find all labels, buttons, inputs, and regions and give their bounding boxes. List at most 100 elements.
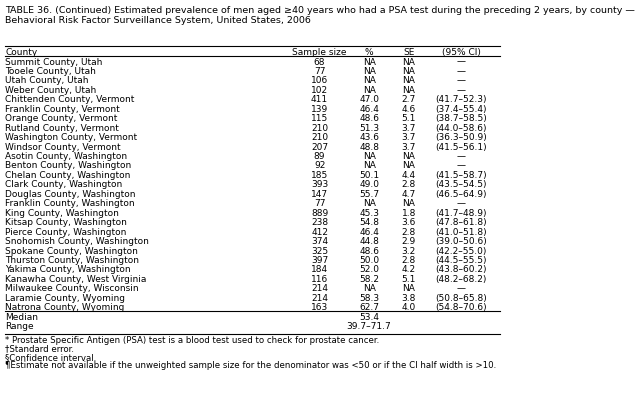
Text: (43.5–54.5): (43.5–54.5): [435, 180, 487, 189]
Text: NA: NA: [363, 284, 376, 293]
Text: —: —: [457, 199, 466, 208]
Text: Pierce County, Washington: Pierce County, Washington: [5, 227, 126, 237]
Text: 214: 214: [311, 284, 328, 293]
Text: NA: NA: [403, 152, 415, 161]
Text: 53.4: 53.4: [359, 313, 379, 322]
Text: Natrona County, Wyoming: Natrona County, Wyoming: [5, 303, 124, 312]
Text: (43.8–60.2): (43.8–60.2): [435, 266, 487, 274]
Text: NA: NA: [403, 162, 415, 170]
Text: * Prostate Specific Antigen (PSA) test is a blood test used to check for prostat: * Prostate Specific Antigen (PSA) test i…: [5, 336, 379, 345]
Text: Laramie County, Wyoming: Laramie County, Wyoming: [5, 294, 125, 303]
Text: (41.5–56.1): (41.5–56.1): [435, 143, 487, 152]
Text: (44.5–55.5): (44.5–55.5): [435, 256, 487, 265]
Text: (41.7–52.3): (41.7–52.3): [435, 95, 487, 104]
Text: Median: Median: [5, 313, 38, 322]
Text: TABLE 36. (Continued) Estimated prevalence of men aged ≥40 years who had a PSA t: TABLE 36. (Continued) Estimated prevalen…: [5, 6, 635, 25]
Text: 139: 139: [311, 105, 328, 114]
Text: NA: NA: [403, 67, 415, 76]
Text: Washington County, Vermont: Washington County, Vermont: [5, 133, 137, 142]
Text: 163: 163: [311, 303, 328, 312]
Text: Benton County, Washington: Benton County, Washington: [5, 162, 131, 170]
Text: —: —: [457, 284, 466, 293]
Text: Clark County, Washington: Clark County, Washington: [5, 180, 122, 189]
Text: NA: NA: [363, 162, 376, 170]
Text: 147: 147: [311, 190, 328, 199]
Text: 77: 77: [314, 67, 326, 76]
Text: 50.1: 50.1: [359, 171, 379, 180]
Text: NA: NA: [363, 58, 376, 67]
Text: (48.2–68.2): (48.2–68.2): [436, 275, 487, 284]
Text: County: County: [5, 48, 37, 57]
Text: 2.8: 2.8: [402, 227, 416, 237]
Text: NA: NA: [403, 199, 415, 208]
Text: Chittenden County, Vermont: Chittenden County, Vermont: [5, 95, 135, 104]
Text: —: —: [457, 77, 466, 85]
Text: 44.8: 44.8: [359, 237, 379, 246]
Text: 39.7–71.7: 39.7–71.7: [347, 322, 392, 331]
Text: †Standard error.: †Standard error.: [5, 345, 74, 354]
Text: NA: NA: [403, 77, 415, 85]
Text: 92: 92: [314, 162, 325, 170]
Text: (36.3–50.9): (36.3–50.9): [435, 133, 487, 142]
Text: —: —: [457, 86, 466, 95]
Text: 2.8: 2.8: [402, 256, 416, 265]
Text: 50.0: 50.0: [359, 256, 379, 265]
Text: 325: 325: [311, 247, 328, 256]
Text: Tooele County, Utah: Tooele County, Utah: [5, 67, 96, 76]
Text: (54.8–70.6): (54.8–70.6): [435, 303, 487, 312]
Text: 3.8: 3.8: [401, 294, 416, 303]
Text: Milwaukee County, Wisconsin: Milwaukee County, Wisconsin: [5, 284, 138, 293]
Text: %: %: [365, 48, 374, 57]
Text: NA: NA: [363, 199, 376, 208]
Text: Franklin County, Washington: Franklin County, Washington: [5, 199, 135, 208]
Text: 4.2: 4.2: [402, 266, 416, 274]
Text: Chelan County, Washington: Chelan County, Washington: [5, 171, 130, 180]
Text: Summit County, Utah: Summit County, Utah: [5, 58, 103, 67]
Text: (39.0–50.6): (39.0–50.6): [435, 237, 487, 246]
Text: 51.3: 51.3: [359, 124, 379, 133]
Text: 3.7: 3.7: [401, 143, 416, 152]
Text: 58.2: 58.2: [359, 275, 379, 284]
Text: 889: 889: [311, 209, 328, 218]
Text: 210: 210: [311, 124, 328, 133]
Text: 4.4: 4.4: [402, 171, 416, 180]
Text: 48.8: 48.8: [359, 143, 379, 152]
Text: 185: 185: [311, 171, 328, 180]
Text: 47.0: 47.0: [359, 95, 379, 104]
Text: Franklin County, Vermont: Franklin County, Vermont: [5, 105, 120, 114]
Text: §Confidence interval.: §Confidence interval.: [5, 353, 96, 362]
Text: 238: 238: [311, 218, 328, 227]
Text: SE: SE: [403, 48, 415, 57]
Text: 3.6: 3.6: [401, 218, 416, 227]
Text: Range: Range: [5, 322, 34, 331]
Text: Kitsap County, Washington: Kitsap County, Washington: [5, 218, 127, 227]
Text: Thurston County, Washington: Thurston County, Washington: [5, 256, 139, 265]
Text: 62.7: 62.7: [359, 303, 379, 312]
Text: (47.8–61.8): (47.8–61.8): [435, 218, 487, 227]
Text: 52.0: 52.0: [359, 266, 379, 274]
Text: Sample size: Sample size: [292, 48, 347, 57]
Text: Douglas County, Washington: Douglas County, Washington: [5, 190, 135, 199]
Text: (41.5–58.7): (41.5–58.7): [435, 171, 487, 180]
Text: 49.0: 49.0: [359, 180, 379, 189]
Text: NA: NA: [403, 58, 415, 67]
Text: 77: 77: [314, 199, 326, 208]
Text: Snohomish County, Washington: Snohomish County, Washington: [5, 237, 149, 246]
Text: Yakima County, Washington: Yakima County, Washington: [5, 266, 131, 274]
Text: NA: NA: [363, 152, 376, 161]
Text: 184: 184: [311, 266, 328, 274]
Text: 115: 115: [311, 114, 328, 123]
Text: 374: 374: [311, 237, 328, 246]
Text: Spokane County, Washington: Spokane County, Washington: [5, 247, 138, 256]
Text: 45.3: 45.3: [359, 209, 379, 218]
Text: 3.7: 3.7: [401, 133, 416, 142]
Text: Utah County, Utah: Utah County, Utah: [5, 77, 88, 85]
Text: (42.2–55.0): (42.2–55.0): [436, 247, 487, 256]
Text: NA: NA: [403, 86, 415, 95]
Text: Asotin County, Washington: Asotin County, Washington: [5, 152, 127, 161]
Text: —: —: [457, 67, 466, 76]
Text: —: —: [457, 162, 466, 170]
Text: 3.7: 3.7: [401, 124, 416, 133]
Text: 58.3: 58.3: [359, 294, 379, 303]
Text: 116: 116: [311, 275, 328, 284]
